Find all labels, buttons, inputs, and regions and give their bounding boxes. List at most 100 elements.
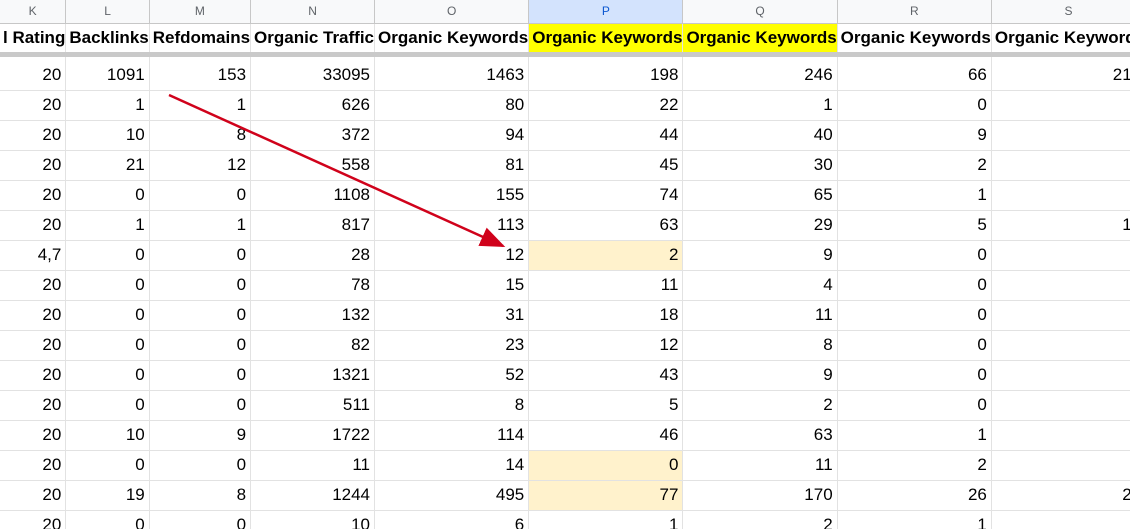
table-cell[interactable]: 44 bbox=[528, 120, 684, 151]
table-cell[interactable]: 0 bbox=[837, 270, 992, 301]
table-cell[interactable]: 20 bbox=[0, 390, 67, 421]
table-cell[interactable]: 372 bbox=[250, 120, 376, 151]
table-cell[interactable]: 12 bbox=[528, 330, 684, 361]
table-cell[interactable]: 0 bbox=[837, 90, 992, 121]
table-cell[interactable]: 1 bbox=[528, 510, 684, 529]
table-cell[interactable]: 43 bbox=[528, 360, 684, 391]
table-cell[interactable]: 246 bbox=[682, 60, 838, 91]
table-cell[interactable]: 77 bbox=[528, 480, 684, 511]
table-cell[interactable]: 63 bbox=[682, 420, 838, 451]
table-cell[interactable]: 2 bbox=[837, 450, 992, 481]
table-cell[interactable]: 6 bbox=[374, 510, 530, 529]
table-cell[interactable]: 80 bbox=[374, 90, 530, 121]
table-cell[interactable]: 1321 bbox=[250, 360, 376, 391]
table-cell[interactable]: 0 bbox=[149, 390, 252, 421]
table-cell[interactable]: 0 bbox=[65, 180, 150, 211]
table-cell[interactable]: 1722 bbox=[250, 420, 376, 451]
table-cell[interactable]: 0 bbox=[149, 270, 252, 301]
table-cell[interactable]: 15 bbox=[374, 270, 530, 301]
table-cell[interactable]: 511 bbox=[250, 390, 376, 421]
table-cell[interactable]: 20 bbox=[0, 360, 67, 391]
table-cell[interactable]: 18 bbox=[528, 300, 684, 331]
table-cell[interactable]: 29 bbox=[682, 210, 838, 241]
header-cell[interactable]: Organic Keywords bbox=[682, 23, 838, 52]
table-cell[interactable]: 2 bbox=[682, 390, 838, 421]
table-cell[interactable]: 198 bbox=[528, 60, 684, 91]
table-cell[interactable]: 10 bbox=[65, 420, 150, 451]
table-cell[interactable]: 1463 bbox=[374, 60, 530, 91]
table-cell[interactable]: 4,7 bbox=[0, 240, 67, 271]
table-cell[interactable]: 155 bbox=[374, 180, 530, 211]
column-header-k[interactable]: K bbox=[0, 0, 67, 24]
table-cell[interactable]: 0 bbox=[991, 120, 1130, 151]
table-cell[interactable]: 20 bbox=[0, 60, 67, 91]
table-cell[interactable]: 11 bbox=[682, 300, 838, 331]
table-cell[interactable]: 1 bbox=[149, 90, 252, 121]
table-cell[interactable]: 8 bbox=[991, 180, 1130, 211]
table-cell[interactable]: 20 bbox=[0, 330, 67, 361]
table-cell[interactable]: 40 bbox=[682, 120, 838, 151]
table-cell[interactable]: 2 bbox=[682, 510, 838, 529]
table-cell[interactable]: 20 bbox=[0, 450, 67, 481]
column-header-s[interactable]: S bbox=[991, 0, 1130, 24]
table-cell[interactable]: 2 bbox=[528, 240, 684, 271]
table-cell[interactable]: 20 bbox=[0, 90, 67, 121]
table-cell[interactable]: 0 bbox=[65, 360, 150, 391]
table-cell[interactable]: 0 bbox=[65, 450, 150, 481]
table-cell[interactable]: 153 bbox=[149, 60, 252, 91]
table-cell[interactable]: 9 bbox=[837, 120, 992, 151]
table-cell[interactable]: 2 bbox=[991, 300, 1130, 331]
table-cell[interactable]: 0 bbox=[837, 330, 992, 361]
table-cell[interactable]: 10 bbox=[65, 120, 150, 151]
table-cell[interactable]: 19 bbox=[65, 480, 150, 511]
table-cell[interactable]: 82 bbox=[250, 330, 376, 361]
table-cell[interactable]: 0 bbox=[991, 360, 1130, 391]
table-cell[interactable]: 0 bbox=[65, 270, 150, 301]
table-cell[interactable]: 0 bbox=[65, 300, 150, 331]
column-header-l[interactable]: L bbox=[65, 0, 150, 24]
table-cell[interactable]: 20 bbox=[0, 300, 67, 331]
table-cell[interactable]: 817 bbox=[250, 210, 376, 241]
table-cell[interactable]: 11 bbox=[682, 450, 838, 481]
table-cell[interactable]: 1 bbox=[991, 240, 1130, 271]
table-cell[interactable]: 0 bbox=[528, 450, 684, 481]
table-cell[interactable]: 20 bbox=[0, 510, 67, 529]
table-cell[interactable]: 4 bbox=[682, 270, 838, 301]
header-cell[interactable]: Organic Traffic bbox=[250, 23, 376, 52]
table-cell[interactable]: 5 bbox=[528, 390, 684, 421]
column-header-p[interactable]: P bbox=[528, 0, 684, 24]
table-cell[interactable]: 10 bbox=[250, 510, 376, 529]
table-cell[interactable]: 65 bbox=[682, 180, 838, 211]
table-cell[interactable]: 1 bbox=[991, 390, 1130, 421]
table-cell[interactable]: 66 bbox=[837, 60, 992, 91]
table-cell[interactable]: 0 bbox=[65, 510, 150, 529]
header-cell[interactable]: Organic Keywords bbox=[991, 23, 1130, 52]
table-cell[interactable]: 2 bbox=[991, 510, 1130, 529]
table-cell[interactable]: 626 bbox=[250, 90, 376, 121]
table-cell[interactable]: 1244 bbox=[250, 480, 376, 511]
table-cell[interactable]: 1 bbox=[65, 210, 150, 241]
column-header-o[interactable]: O bbox=[374, 0, 530, 24]
table-cell[interactable]: 78 bbox=[250, 270, 376, 301]
table-cell[interactable]: 22 bbox=[528, 90, 684, 121]
table-cell[interactable]: 1 bbox=[991, 90, 1130, 121]
table-cell[interactable]: 0 bbox=[65, 390, 150, 421]
table-cell[interactable]: 14 bbox=[374, 450, 530, 481]
table-cell[interactable]: 20 bbox=[0, 150, 67, 181]
header-cell[interactable]: Organic Keywords bbox=[528, 23, 684, 52]
table-cell[interactable]: 0 bbox=[149, 510, 252, 529]
table-cell[interactable]: 0 bbox=[991, 270, 1130, 301]
table-cell[interactable]: 8 bbox=[149, 480, 252, 511]
table-cell[interactable]: 1 bbox=[149, 210, 252, 241]
table-cell[interactable]: 9 bbox=[682, 240, 838, 271]
table-cell[interactable]: 1108 bbox=[250, 180, 376, 211]
header-cell[interactable]: Refdomains bbox=[149, 23, 252, 52]
column-header-m[interactable]: M bbox=[149, 0, 252, 24]
table-cell[interactable]: 20 bbox=[0, 120, 67, 151]
table-cell[interactable]: 11 bbox=[250, 450, 376, 481]
table-cell[interactable]: 8 bbox=[149, 120, 252, 151]
table-cell[interactable]: 1 bbox=[65, 90, 150, 121]
table-cell[interactable]: 12 bbox=[991, 210, 1130, 241]
table-cell[interactable]: 9 bbox=[682, 360, 838, 391]
table-cell[interactable]: 21 bbox=[65, 150, 150, 181]
